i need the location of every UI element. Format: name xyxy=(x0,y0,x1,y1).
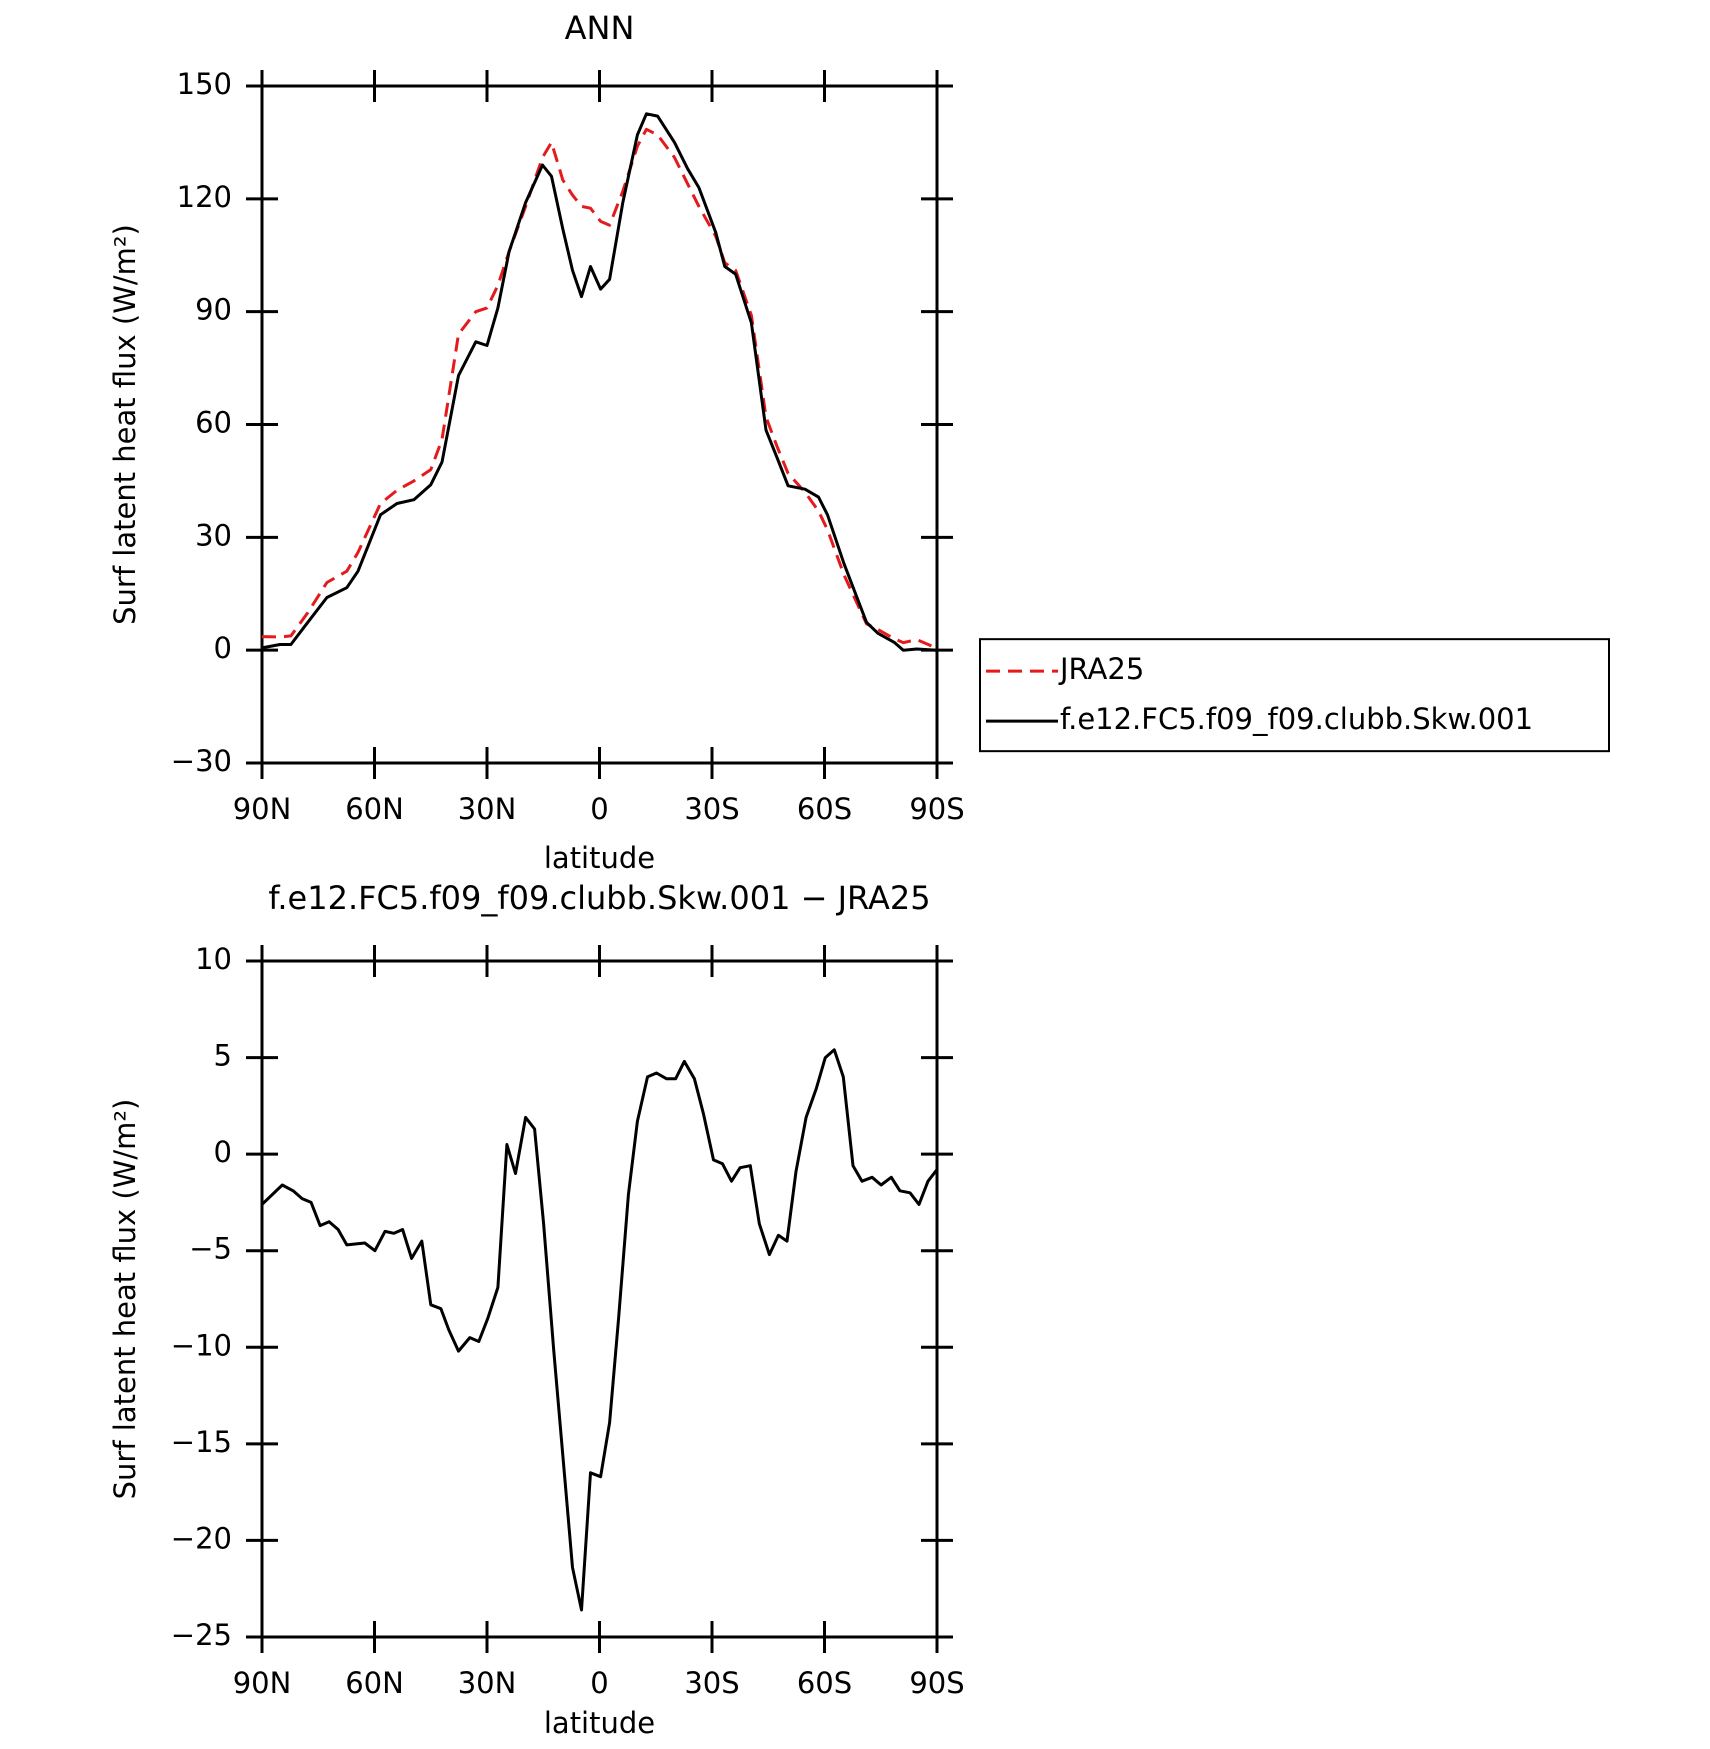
x-tick-label: 30N xyxy=(458,1666,517,1700)
y-tick-label: −20 xyxy=(171,1521,232,1555)
y-tick-label: 60 xyxy=(195,406,232,440)
y-tick-label: 120 xyxy=(177,180,232,214)
series-line xyxy=(260,1048,939,1612)
x-tick-label: 90N xyxy=(233,1666,292,1700)
y-tick-label: −30 xyxy=(171,744,232,778)
y-tick-label: 0 xyxy=(214,1135,232,1169)
y-tick-label: 150 xyxy=(177,67,232,101)
x-tick-label: 0 xyxy=(590,792,608,826)
x-tick-label: 30N xyxy=(458,792,517,826)
series-line xyxy=(261,112,938,652)
y-axis-label: Surf latent heat flux (W/m²) xyxy=(108,1099,142,1500)
y-tick-label: 10 xyxy=(195,942,232,976)
y-tick-label: 0 xyxy=(214,631,232,665)
x-tick-label: 90N xyxy=(233,792,292,826)
y-tick-label: 30 xyxy=(195,518,232,552)
x-tick-label: 60N xyxy=(345,1666,404,1700)
y-tick-label: −5 xyxy=(189,1232,232,1266)
legend: JRA25 f.e12.FC5.f09_f09.clubb.Skw.001 xyxy=(979,638,1610,753)
x-tick-label: 90S xyxy=(909,1666,964,1700)
x-tick-label: 90S xyxy=(909,792,964,826)
y-tick-label: −10 xyxy=(171,1328,232,1362)
chart-title: f.e12.FC5.f09_f09.clubb.Skw.001 − JRA25 xyxy=(268,879,930,917)
x-axis-label: latitude xyxy=(544,841,655,875)
x-tick-label: 60S xyxy=(797,792,852,826)
plot-frame xyxy=(260,959,939,1639)
y-tick-label: −25 xyxy=(171,1618,232,1652)
series-line xyxy=(261,127,938,650)
legend-label: JRA25 xyxy=(1058,652,1144,686)
x-tick-label: 30S xyxy=(684,1666,739,1700)
x-tick-label: 30S xyxy=(684,792,739,826)
y-tick-label: 90 xyxy=(195,293,232,327)
x-tick-label: 60S xyxy=(797,1666,852,1700)
chart-title: ANN xyxy=(565,9,635,47)
plot-frame xyxy=(260,84,939,765)
x-tick-label: 60N xyxy=(345,792,404,826)
y-axis-label: Surf latent heat flux (W/m²) xyxy=(108,224,142,625)
y-tick-label: 5 xyxy=(214,1039,232,1073)
legend-label: f.e12.FC5.f09_f09.clubb.Skw.001 xyxy=(1060,702,1533,736)
x-tick-label: 0 xyxy=(590,1666,608,1700)
x-axis-label: latitude xyxy=(544,1706,655,1740)
legend-box xyxy=(979,638,1610,753)
y-tick-label: −15 xyxy=(171,1425,232,1459)
